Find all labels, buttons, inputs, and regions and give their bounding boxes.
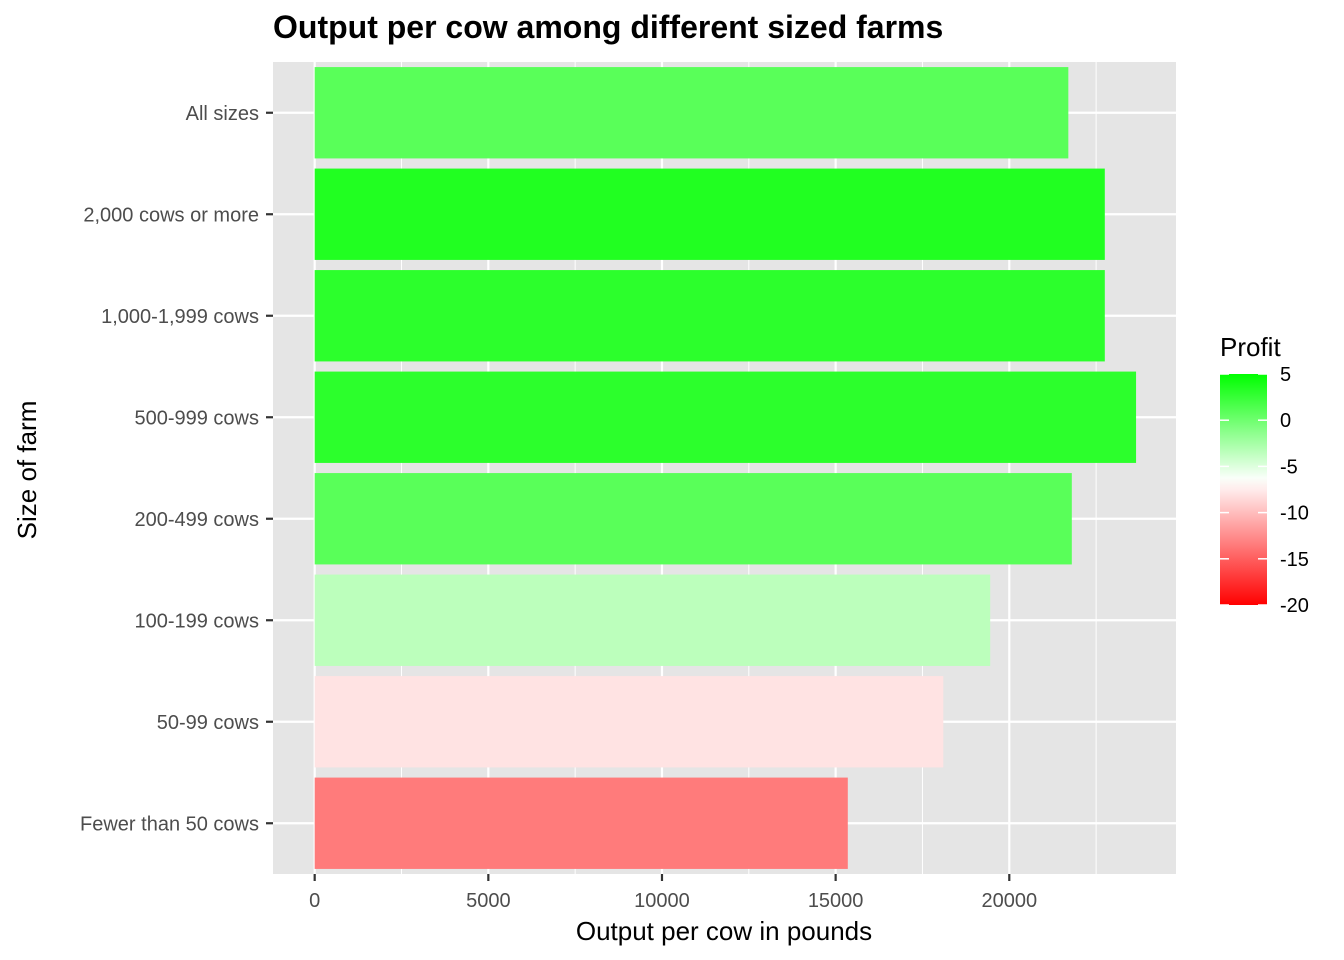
legend-title: Profit [1220,332,1281,362]
x-tick-label: 10000 [634,890,690,912]
y-tick-label: 2,000 cows or more [83,204,259,226]
legend-tick-label: -5 [1280,456,1298,478]
y-tick-label: 50-99 cows [157,712,259,734]
x-tick-label: 5000 [466,890,511,912]
x-tick-label: 20000 [981,890,1037,912]
bars [314,67,1137,869]
bar [314,777,848,869]
y-tick-label: 1,000-1,999 cows [101,306,259,328]
bar [314,168,1105,260]
legend-tick-label: 0 [1280,410,1291,432]
legend-tick-label: 5 [1280,364,1291,386]
y-tick-label: 100-199 cows [134,610,259,632]
x-tick-label: 0 [309,890,320,912]
x-tick-label: 15000 [808,890,864,912]
bar [314,676,944,768]
y-axis-title: Size of farm [12,401,42,540]
legend-tick-label: -10 [1280,503,1309,525]
chart-title: Output per cow among different sized far… [273,9,943,45]
bar [314,67,1069,159]
bar [314,270,1105,362]
y-tick-label: 500-999 cows [134,407,259,429]
y-axis: Fewer than 50 cows 50-99 cows 100-199 cows… [80,103,273,835]
bar [314,473,1072,565]
y-tick-label: Fewer than 50 cows [80,813,259,835]
bar [314,574,991,666]
legend-colorbar [1220,374,1267,605]
x-axis-title: Output per cow in pounds [576,916,872,946]
legend: Profit 5 0 -5 -10 -15 -20 [1220,332,1309,617]
bar [314,371,1137,463]
legend-tick-label: -20 [1280,595,1309,617]
legend-tick-label: -15 [1280,549,1309,571]
legend-ticks: 5 0 -5 -10 -15 -20 [1220,364,1309,617]
y-tick-label: 200-499 cows [134,509,259,531]
y-tick-label: All sizes [186,103,259,125]
x-axis: 0 5000 10000 15000 20000 [309,874,1037,912]
